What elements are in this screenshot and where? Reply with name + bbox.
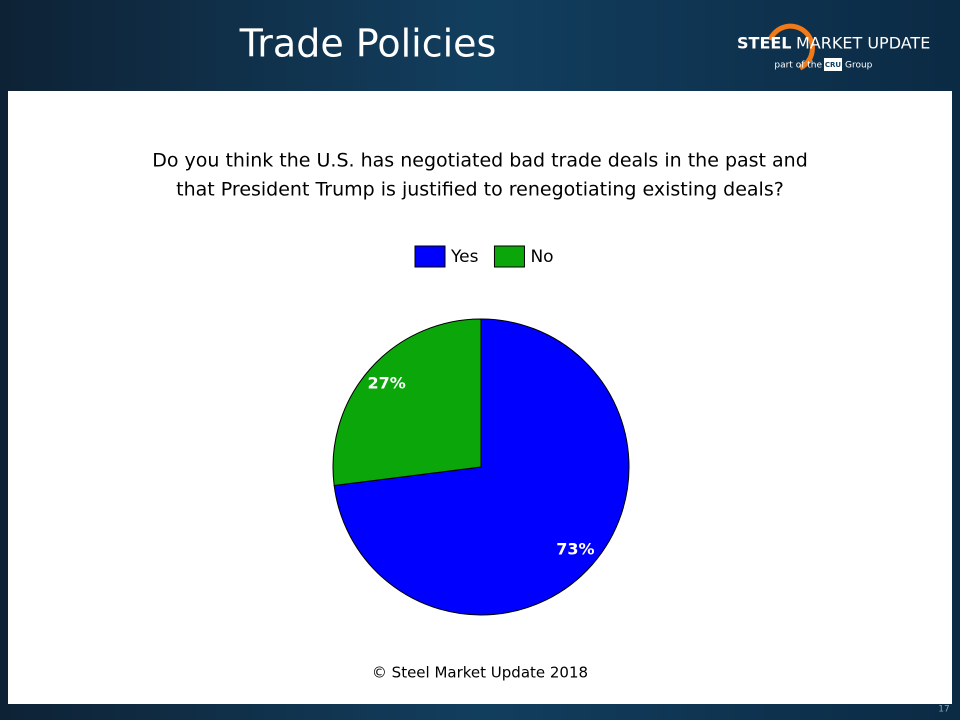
logo-tagline: Group [845, 61, 873, 71]
chart-title: Do you think the U.S. has negotiated bad… [152, 150, 808, 172]
pie-slice [332, 318, 482, 487]
footer: © Steel Market Update 2018 [372, 664, 588, 682]
chart-title: that President Trump is justified to ren… [176, 179, 784, 201]
legend-label: No [530, 247, 553, 267]
data-label: 73% [556, 540, 594, 559]
logo-badge-text: CRU [825, 61, 842, 69]
pie-slice [333, 318, 630, 616]
slide-title: Trade Policies [239, 22, 497, 66]
legend-label: Yes [450, 247, 479, 267]
logo-badge [824, 58, 842, 71]
page-number: 17 [938, 705, 949, 715]
logo-tagline: part of the [774, 61, 822, 71]
logo-arc [767, 23, 815, 71]
legend-swatch [414, 245, 446, 268]
legend-swatch [493, 245, 525, 268]
logo-brand: MARKET UPDATE [796, 34, 930, 53]
logo-brand: STEEL [737, 34, 792, 53]
data-label: 27% [367, 373, 405, 392]
